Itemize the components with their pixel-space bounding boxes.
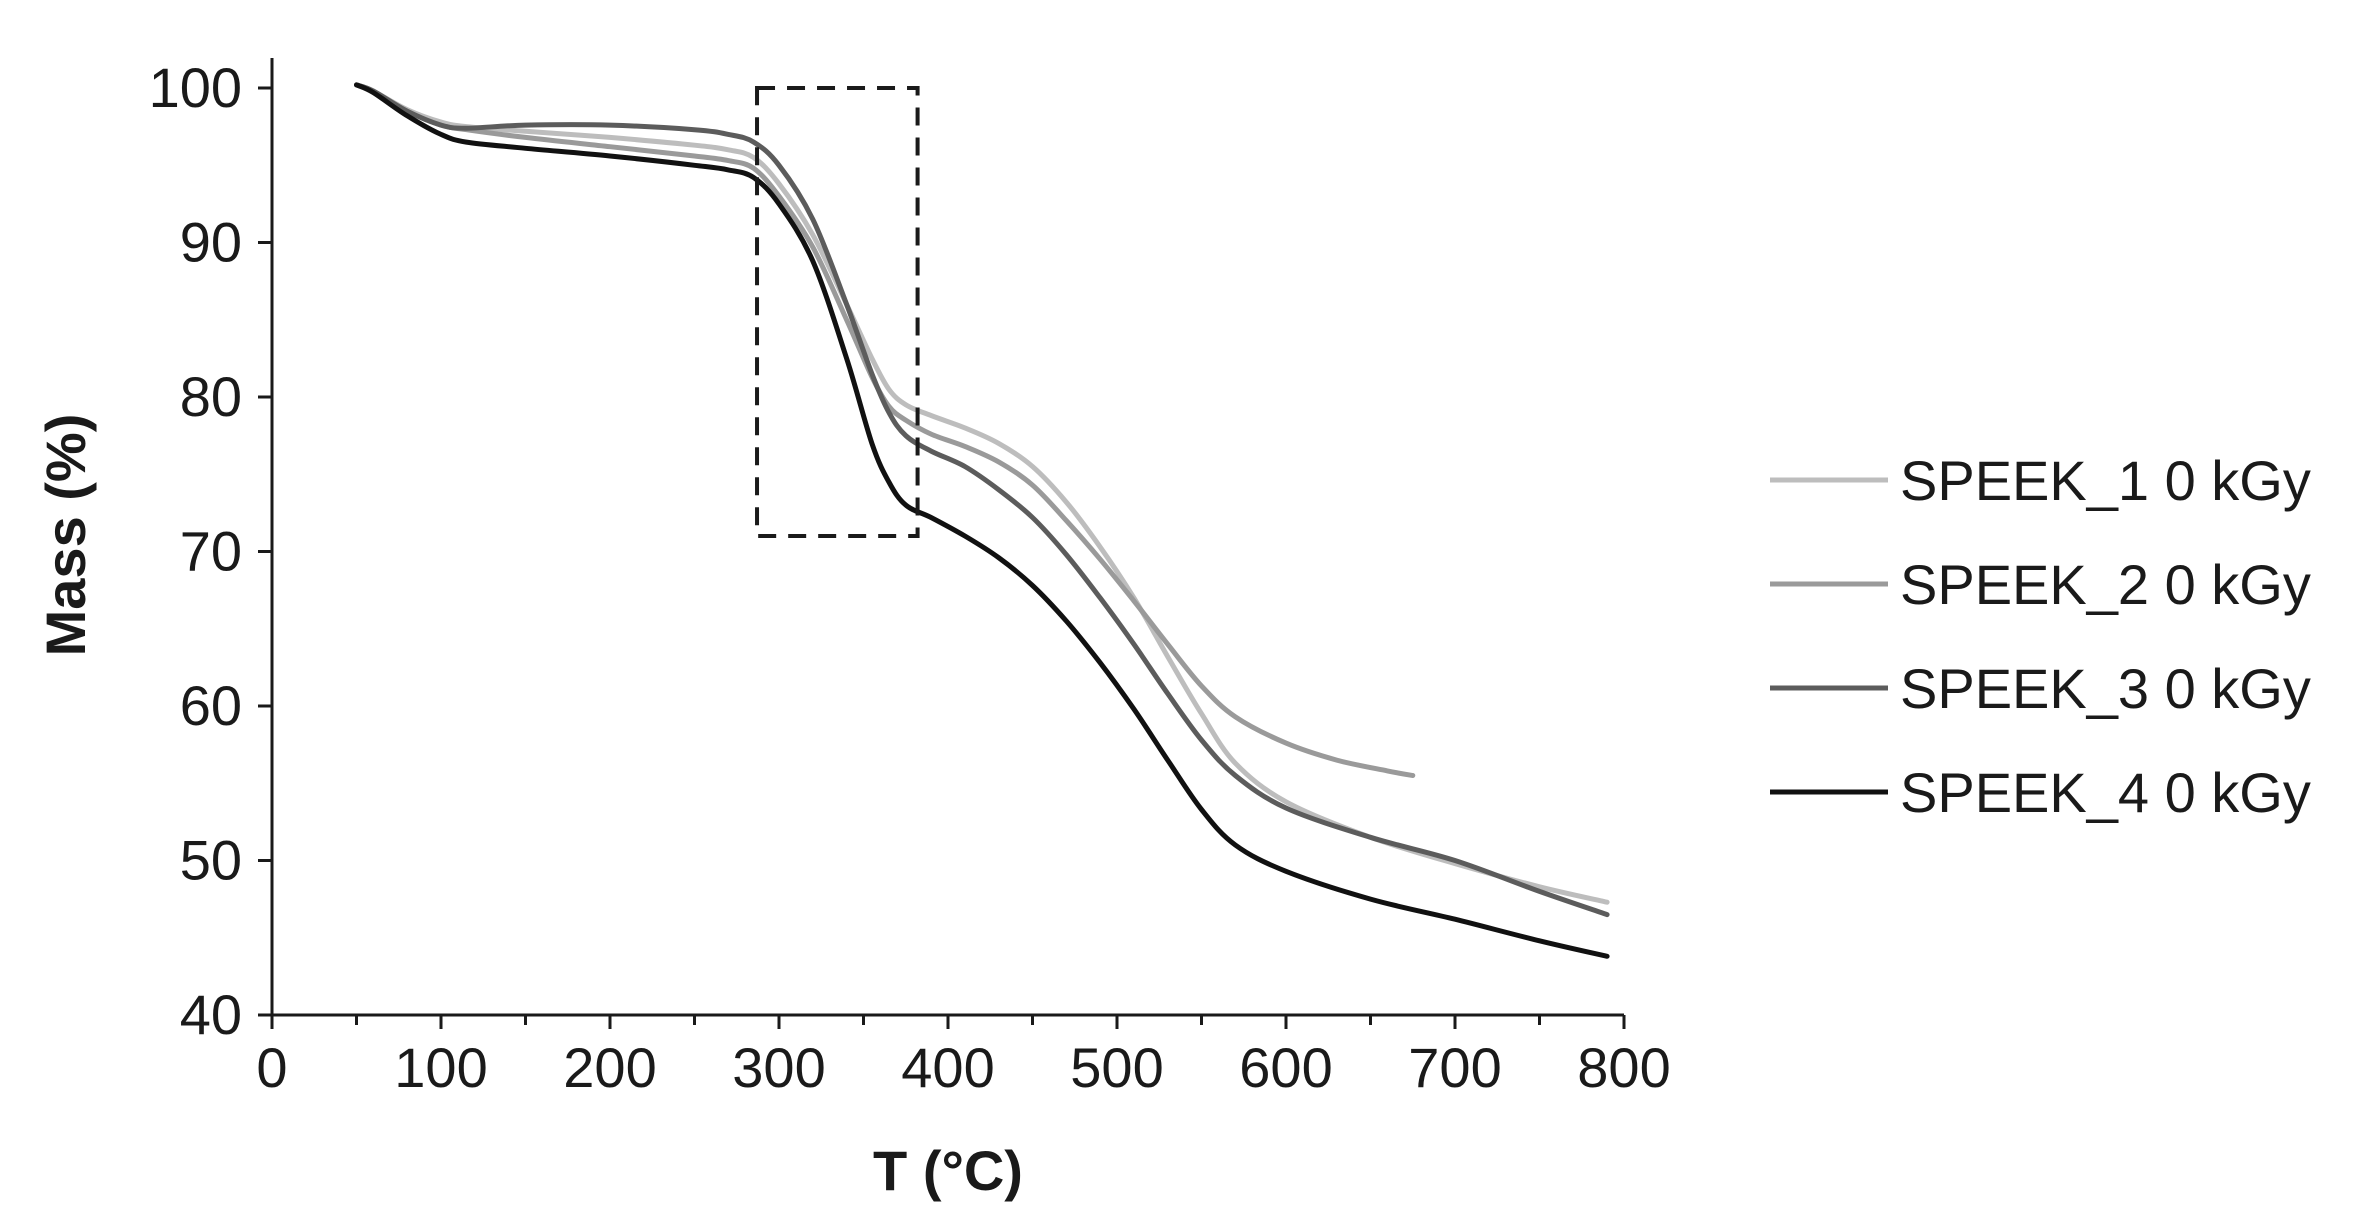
x-tick-label: 100 (394, 1036, 487, 1099)
x-tick-label: 300 (732, 1036, 825, 1099)
highlight-box-layer (755, 86, 920, 539)
y-tick-label: 100 (149, 56, 242, 119)
y-tick-label: 50 (180, 829, 242, 892)
axes-layer: 0 100 200 300 400 500 600 700 800 40 50 60 70 80 90 100 (149, 56, 1671, 1099)
series-line-3 (354, 82, 1610, 918)
x-tick-label: 800 (1577, 1036, 1670, 1099)
y-tick-label: 60 (180, 674, 242, 737)
y-tick-label: 40 (180, 983, 242, 1046)
legend-label-3: SPEEK_3 0 kGy (1900, 657, 2311, 720)
series-layer (354, 82, 1610, 959)
highlight-box (755, 86, 920, 539)
x-tick-label: 700 (1408, 1036, 1501, 1099)
legend: SPEEK_1 0 kGy SPEEK_2 0 kGy SPEEK_3 0 kGy S… (1770, 449, 2311, 824)
x-tick-label: 600 (1239, 1036, 1332, 1099)
x-tick-label: 0 (256, 1036, 287, 1099)
series-line-1 (354, 82, 1610, 905)
legend-label-1: SPEEK_1 0 kGy (1900, 449, 2311, 512)
y-axis-title: Mass (%) (34, 414, 97, 657)
x-tick-label: 200 (563, 1036, 656, 1099)
x-tick-label: 400 (901, 1036, 994, 1099)
legend-label-2: SPEEK_2 0 kGy (1900, 553, 2311, 616)
y-tick-label: 70 (180, 520, 242, 583)
x-axis-title: T (°C) (873, 1139, 1023, 1202)
y-tick-label: 80 (180, 365, 242, 428)
legend-label-4: SPEEK_4 0 kGy (1900, 761, 2311, 824)
series-line-4 (354, 82, 1610, 959)
y-tick-label: 90 (180, 211, 242, 274)
series-line-2 (354, 82, 1416, 778)
x-tick-label: 500 (1070, 1036, 1163, 1099)
